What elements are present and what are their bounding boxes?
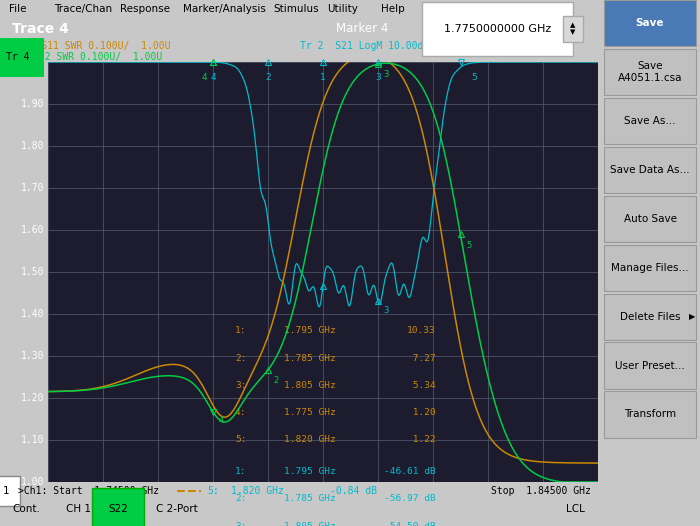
FancyBboxPatch shape <box>604 147 696 193</box>
Text: 1.00: 1.00 <box>21 477 44 487</box>
Text: 5: 5 <box>472 73 477 82</box>
Text: 5: 5 <box>466 241 471 250</box>
Text: 1.40: 1.40 <box>21 309 44 319</box>
FancyBboxPatch shape <box>604 245 696 291</box>
Text: 1.805 GHz: 1.805 GHz <box>284 522 336 526</box>
Text: 3:: 3: <box>235 522 246 526</box>
Text: -56.97 dB: -56.97 dB <box>384 494 435 503</box>
Text: 5:: 5: <box>207 486 218 496</box>
Text: 3: 3 <box>384 70 389 79</box>
Text: 1:: 1: <box>235 467 246 476</box>
Text: 3: 3 <box>375 73 381 82</box>
Text: Trace 4: Trace 4 <box>12 22 69 36</box>
Text: C 2-Port: C 2-Port <box>156 504 197 514</box>
Text: 5:: 5: <box>235 436 246 444</box>
Text: 1.795 GHz: 1.795 GHz <box>284 467 336 476</box>
Text: 4: 4 <box>202 73 207 82</box>
Text: 4: 4 <box>218 416 224 425</box>
Text: Save As...: Save As... <box>624 116 676 126</box>
Text: Tr 4: Tr 4 <box>6 52 29 62</box>
Text: 1.50: 1.50 <box>21 267 44 277</box>
FancyBboxPatch shape <box>604 294 696 340</box>
Text: 2.00: 2.00 <box>21 57 44 67</box>
FancyBboxPatch shape <box>604 49 696 95</box>
Text: Tr 2  S21 LogM 10.00dB/  0.00dB: Tr 2 S21 LogM 10.00dB/ 0.00dB <box>300 41 482 51</box>
Text: 1.820 GHz: 1.820 GHz <box>231 486 284 496</box>
Text: 1.90: 1.90 <box>21 99 44 109</box>
Text: ▶: ▶ <box>689 312 695 321</box>
Text: Cont.: Cont. <box>12 504 40 514</box>
Text: Response: Response <box>120 4 170 14</box>
Text: 1.785 GHz: 1.785 GHz <box>284 353 336 362</box>
Text: 4:: 4: <box>235 408 246 417</box>
FancyBboxPatch shape <box>604 98 696 144</box>
Text: 1.820 GHz: 1.820 GHz <box>284 436 336 444</box>
Text: Trace/Chan: Trace/Chan <box>54 4 112 14</box>
Text: -0.84 dB: -0.84 dB <box>330 486 377 496</box>
Text: Auto Save: Auto Save <box>624 214 676 224</box>
Text: 1.30: 1.30 <box>21 351 44 361</box>
Text: 1.22: 1.22 <box>407 436 435 444</box>
Text: 1.20: 1.20 <box>21 393 44 403</box>
FancyBboxPatch shape <box>604 196 696 242</box>
Text: 4: 4 <box>210 73 216 82</box>
Text: 3:: 3: <box>235 381 246 390</box>
Text: 7.27: 7.27 <box>407 353 435 362</box>
Text: File: File <box>9 4 27 14</box>
Text: Save
A4051.1.csa: Save A4051.1.csa <box>617 61 682 83</box>
Text: Transform: Transform <box>624 409 676 420</box>
Text: 1.7750000000 GHz: 1.7750000000 GHz <box>444 24 552 34</box>
FancyBboxPatch shape <box>604 0 696 46</box>
Text: 1: 1 <box>3 486 10 496</box>
Text: S22 SWR 0.100U/  1.00U: S22 SWR 0.100U/ 1.00U <box>33 52 162 62</box>
Text: S22: S22 <box>108 504 128 514</box>
Text: 2: 2 <box>274 376 279 385</box>
Text: Delete Files: Delete Files <box>620 311 680 322</box>
Text: 1: 1 <box>320 73 326 82</box>
Text: 2:: 2: <box>235 353 246 362</box>
Text: Marker 4: Marker 4 <box>336 23 389 35</box>
Text: Stimulus: Stimulus <box>273 4 318 14</box>
Text: CH 1:: CH 1: <box>66 504 94 514</box>
Text: -46.61 dB: -46.61 dB <box>384 467 435 476</box>
Text: 1.805 GHz: 1.805 GHz <box>284 381 336 390</box>
Text: 1.70: 1.70 <box>21 183 44 193</box>
Text: 5.34: 5.34 <box>407 381 435 390</box>
Text: ▲
▼: ▲ ▼ <box>570 23 575 35</box>
Text: Save Data As...: Save Data As... <box>610 165 690 175</box>
Text: Tr 1  S11 SWR 0.100U/  1.00U: Tr 1 S11 SWR 0.100U/ 1.00U <box>6 41 171 51</box>
Text: 1.795 GHz: 1.795 GHz <box>284 326 336 335</box>
Text: User Preset...: User Preset... <box>615 360 685 371</box>
Text: 1.80: 1.80 <box>21 141 44 151</box>
Text: 1.785 GHz: 1.785 GHz <box>284 494 336 503</box>
Text: 1.60: 1.60 <box>21 225 44 235</box>
Text: Help: Help <box>381 4 405 14</box>
FancyBboxPatch shape <box>604 391 696 438</box>
Text: Marker/Analysis: Marker/Analysis <box>183 4 266 14</box>
FancyBboxPatch shape <box>604 342 696 389</box>
Text: Utility: Utility <box>327 4 358 14</box>
Text: 2:: 2: <box>235 494 246 503</box>
Text: 3: 3 <box>384 306 389 315</box>
Text: 10.33: 10.33 <box>407 326 435 335</box>
Text: Manage Files...: Manage Files... <box>611 262 689 273</box>
Text: Stop  1.84500 GHz: Stop 1.84500 GHz <box>491 486 591 496</box>
Text: 1:: 1: <box>235 326 246 335</box>
Text: 2: 2 <box>265 73 271 82</box>
Text: 1.775 GHz: 1.775 GHz <box>284 408 336 417</box>
Text: >Ch1: Start  1.74500 GHz: >Ch1: Start 1.74500 GHz <box>18 486 159 496</box>
Text: 1.20: 1.20 <box>407 408 435 417</box>
Text: Save: Save <box>636 18 664 28</box>
Text: -54.50 dB: -54.50 dB <box>384 522 435 526</box>
Text: 1.10: 1.10 <box>21 435 44 445</box>
Text: LCL: LCL <box>566 504 585 514</box>
